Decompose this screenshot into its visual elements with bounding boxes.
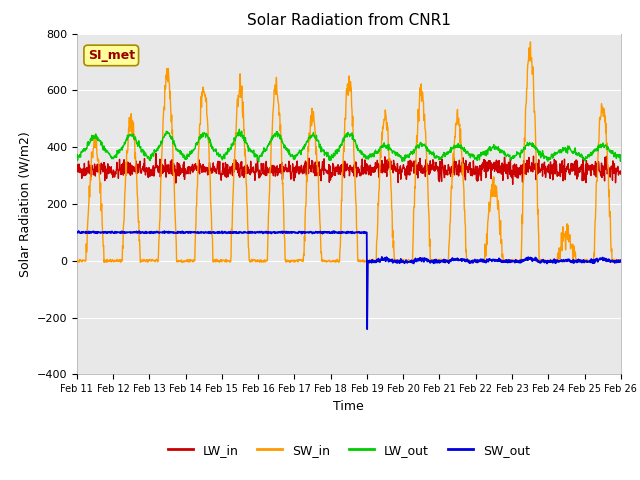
SW_out xyxy=(617,257,625,263)
SW_out xyxy=(73,229,81,235)
SW_in xyxy=(76,259,83,265)
SW_out xyxy=(255,229,263,235)
LW_in xyxy=(553,168,561,174)
SW_out xyxy=(434,258,442,264)
Text: SI_met: SI_met xyxy=(88,49,135,62)
SW_out xyxy=(181,230,189,236)
SW_in xyxy=(553,258,561,264)
LW_out xyxy=(236,126,243,132)
X-axis label: Time: Time xyxy=(333,400,364,413)
LW_out xyxy=(194,140,202,146)
LW_out xyxy=(617,155,625,160)
LW_out xyxy=(434,154,442,160)
SW_in xyxy=(434,256,442,262)
LW_in xyxy=(505,159,513,165)
LW_in xyxy=(195,163,202,169)
Y-axis label: Solar Radiation (W/m2): Solar Radiation (W/m2) xyxy=(18,131,31,277)
SW_in xyxy=(181,258,189,264)
SW_in xyxy=(195,161,202,167)
Title: Solar Radiation from CNR1: Solar Radiation from CNR1 xyxy=(247,13,451,28)
SW_in xyxy=(527,39,534,45)
LW_in xyxy=(617,171,625,177)
LW_out xyxy=(505,154,513,159)
LW_in xyxy=(255,175,263,181)
LW_in xyxy=(509,181,516,187)
SW_out xyxy=(195,229,202,235)
Line: LW_in: LW_in xyxy=(77,154,621,184)
SW_in xyxy=(255,257,263,263)
SW_out xyxy=(553,259,561,264)
LW_in xyxy=(181,169,189,175)
Legend: LW_in, SW_in, LW_out, SW_out: LW_in, SW_in, LW_out, SW_out xyxy=(163,439,535,462)
Line: SW_in: SW_in xyxy=(77,42,621,262)
LW_out xyxy=(255,159,262,165)
SW_out xyxy=(364,326,371,332)
SW_out xyxy=(505,257,513,263)
SW_in xyxy=(617,259,625,265)
LW_in xyxy=(434,165,442,171)
LW_out xyxy=(73,155,81,161)
SW_in xyxy=(73,258,81,264)
LW_in xyxy=(73,167,81,172)
SW_out xyxy=(75,228,83,234)
Line: LW_out: LW_out xyxy=(77,129,621,162)
Line: SW_out: SW_out xyxy=(77,231,621,329)
LW_out xyxy=(255,153,263,158)
SW_in xyxy=(505,258,513,264)
LW_out xyxy=(180,154,188,160)
LW_out xyxy=(553,151,561,157)
LW_in xyxy=(152,151,159,156)
